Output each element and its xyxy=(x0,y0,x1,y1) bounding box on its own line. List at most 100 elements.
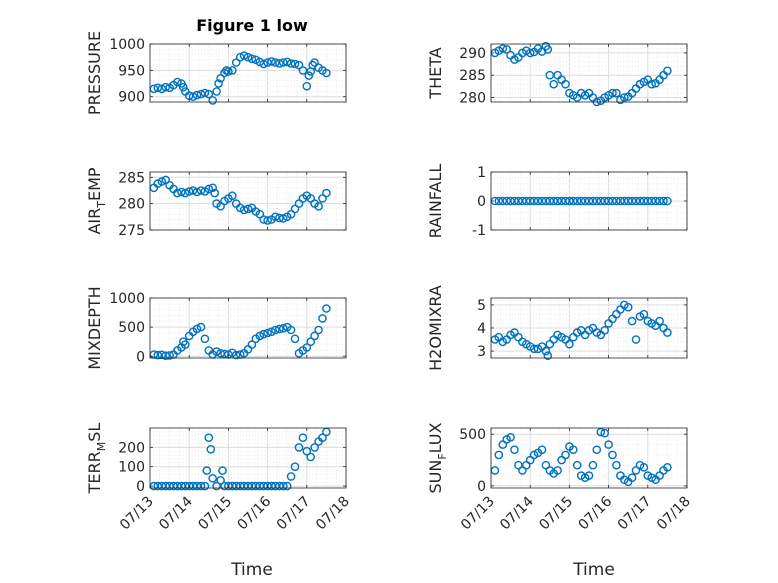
data-point xyxy=(286,472,296,481)
subplot-sun-flux: 0 500 07/13 07/14 07/15 07/16 07/17 07/18 SUNFLU… xyxy=(426,422,694,533)
data-point xyxy=(608,450,617,460)
data-point xyxy=(553,466,562,475)
y-axis-label: PRESSURE xyxy=(85,31,104,115)
y-tick-label: 3 xyxy=(477,344,486,360)
data-point xyxy=(275,59,284,68)
data-point xyxy=(192,90,202,100)
y-axis-label-main: H2OMIXRA xyxy=(426,285,445,371)
x-tick-label: 07/18 xyxy=(654,494,694,534)
y-tick-label: 900 xyxy=(118,90,145,106)
data-point xyxy=(173,77,182,87)
data-point xyxy=(220,349,229,359)
data-point xyxy=(529,344,539,354)
data-point xyxy=(322,304,331,313)
data-point xyxy=(271,325,280,335)
data-point xyxy=(600,428,610,438)
data-point xyxy=(561,450,570,460)
data-point xyxy=(314,201,323,211)
data-point xyxy=(659,196,668,206)
data-point xyxy=(565,339,574,349)
y-tick-label: 0 xyxy=(477,479,486,495)
data-point xyxy=(259,59,269,69)
axes-box xyxy=(149,43,347,103)
data-point xyxy=(510,196,519,206)
axes-box xyxy=(149,171,347,231)
x-axis-label-right: Time xyxy=(572,560,615,580)
data-point xyxy=(278,481,288,491)
y-tick-label: 5 xyxy=(477,298,486,314)
data-point xyxy=(192,481,202,491)
subplot-air-temp: 275 280 285 AIRTEMP xyxy=(85,167,347,239)
y-tick-label: 280 xyxy=(459,91,486,107)
data-point xyxy=(286,59,296,68)
data-point xyxy=(247,54,257,64)
axes-box xyxy=(490,43,688,103)
data-point xyxy=(549,79,559,89)
data-point xyxy=(196,322,206,332)
data-point xyxy=(596,427,606,437)
data-point xyxy=(537,445,547,455)
data-point xyxy=(153,83,163,93)
data-point xyxy=(294,443,304,452)
data-point xyxy=(543,45,553,54)
x-tick-label: 07/17 xyxy=(274,494,314,534)
plot-area xyxy=(150,44,346,102)
data-point xyxy=(224,67,233,76)
data-point xyxy=(298,433,308,443)
series-markers xyxy=(149,427,331,491)
data-point xyxy=(200,334,210,344)
y-axis-label: THETA xyxy=(426,47,445,99)
data-point xyxy=(290,334,300,344)
y-tick-label: 0 xyxy=(477,194,486,210)
data-point xyxy=(231,350,241,360)
data-point xyxy=(263,328,272,338)
data-point xyxy=(541,346,551,356)
data-point xyxy=(290,59,300,69)
data-point xyxy=(247,340,257,349)
y-axis-label-subscript: M xyxy=(95,442,108,452)
y-tick-label: 500 xyxy=(118,320,145,336)
series-markers xyxy=(149,175,331,225)
y-tick-label: 280 xyxy=(118,197,145,213)
x-tick-label: 07/13 xyxy=(458,494,498,534)
data-point xyxy=(525,48,535,58)
data-point xyxy=(200,481,210,491)
data-point xyxy=(620,93,629,102)
data-point xyxy=(310,443,319,452)
y-tick-label: 1000 xyxy=(109,291,145,307)
data-point xyxy=(267,57,276,66)
series-markers xyxy=(490,196,672,206)
data-point xyxy=(623,302,633,312)
data-point xyxy=(498,44,508,53)
x-tick-label: 07/17 xyxy=(615,494,655,534)
data-point xyxy=(178,82,188,92)
data-point xyxy=(180,188,190,198)
data-point xyxy=(231,481,241,491)
data-point xyxy=(204,89,214,99)
data-point xyxy=(612,460,621,470)
axes-box xyxy=(149,427,347,489)
y-axis-label-main: MIXDEPTH xyxy=(85,286,104,369)
y-axis-label-main: THETA xyxy=(426,47,445,99)
data-point xyxy=(161,82,170,92)
data-point xyxy=(627,473,637,483)
subplot-h2omixra: 3 4 5 H2OMIXRA xyxy=(426,285,688,371)
data-point xyxy=(275,324,284,334)
data-point xyxy=(278,214,288,223)
data-point xyxy=(161,351,170,361)
data-point xyxy=(572,460,582,470)
data-point xyxy=(192,187,202,197)
data-point xyxy=(259,329,269,339)
grid xyxy=(149,297,347,358)
data-point xyxy=(216,348,225,358)
data-point xyxy=(304,71,314,80)
series-markers xyxy=(490,41,672,107)
y-tick-label: 285 xyxy=(118,170,145,186)
subplot-rainfall: -1 0 1 RAINFALL xyxy=(426,164,688,239)
data-point xyxy=(206,444,216,454)
y-tick-label: 500 xyxy=(459,427,486,443)
data-point xyxy=(494,450,504,460)
data-point xyxy=(302,446,312,456)
data-point xyxy=(286,325,296,335)
data-point xyxy=(663,196,672,206)
